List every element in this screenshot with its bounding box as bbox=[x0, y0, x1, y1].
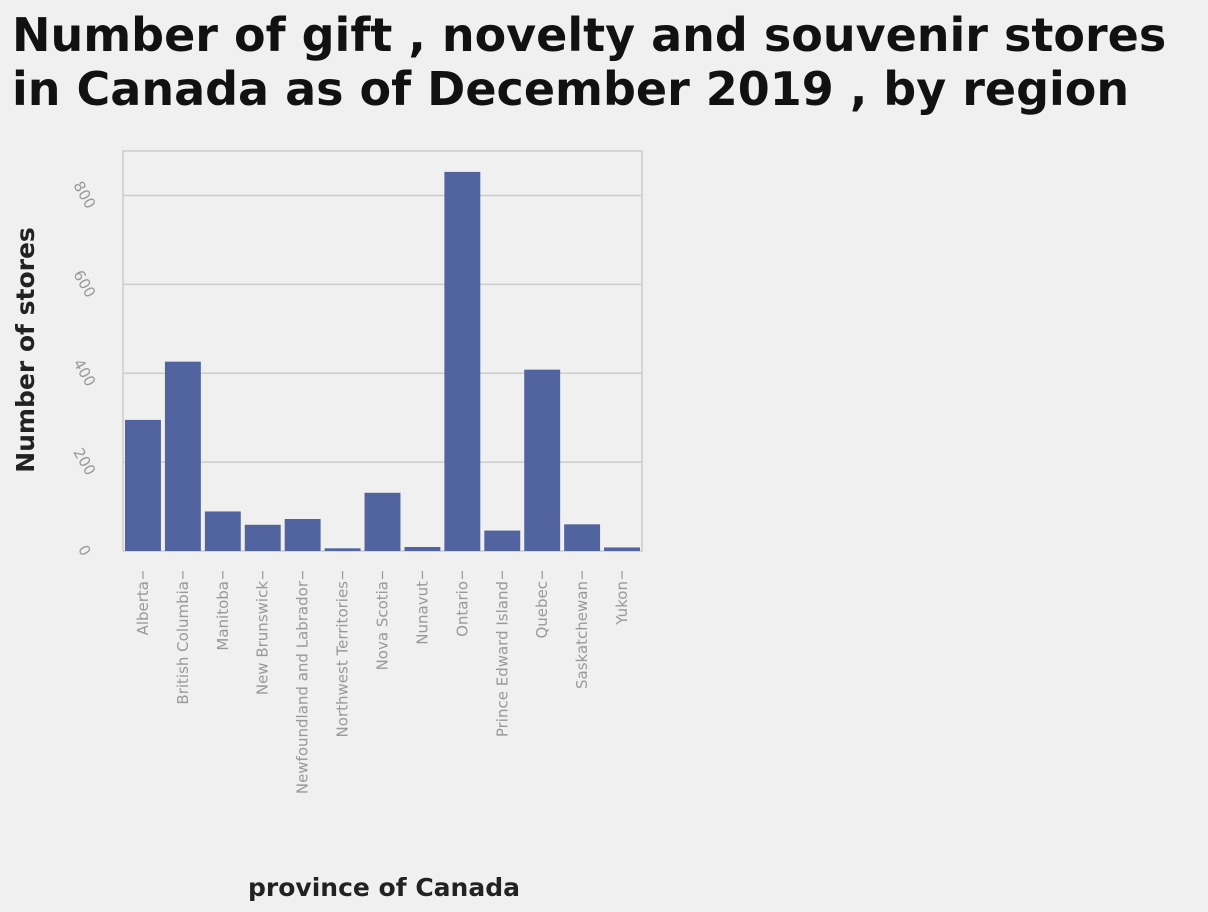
y-tick-label: 600 bbox=[69, 267, 99, 301]
bars bbox=[124, 171, 641, 551]
x-tick-label: British Columbia bbox=[174, 581, 192, 705]
y-tick-label: 200 bbox=[69, 445, 99, 479]
bar bbox=[364, 492, 401, 551]
x-tick-label: Northwest Territories bbox=[334, 581, 352, 738]
chart-title: Number of gift , novelty and souvenir st… bbox=[12, 8, 1167, 116]
y-tick-label: 400 bbox=[69, 356, 99, 390]
bar bbox=[284, 519, 321, 551]
x-tick-label: Prince Edward Island bbox=[493, 581, 511, 737]
bar bbox=[524, 369, 561, 551]
bar bbox=[484, 530, 521, 551]
x-tick-label: Alberta bbox=[134, 581, 152, 635]
bar bbox=[404, 547, 441, 551]
x-tick-label: New Brunswick bbox=[254, 581, 272, 695]
y-axis-ticks: 0 200 400 600 800 bbox=[69, 178, 99, 559]
x-tick-label: Ontario bbox=[453, 581, 471, 637]
x-tick-label: Newfoundland and Labrador bbox=[294, 580, 312, 794]
x-tick-label: Yukon bbox=[613, 581, 631, 626]
bar bbox=[124, 419, 161, 551]
y-tick-label: 0 bbox=[74, 542, 94, 559]
x-axis-ticks: Alberta British Columbia Manitoba New Bruns… bbox=[134, 571, 631, 794]
x-tick-label: Manitoba bbox=[214, 581, 232, 651]
y-axis-title: Number of stores bbox=[11, 227, 40, 473]
x-axis-title: province of Canada bbox=[248, 873, 520, 902]
bar bbox=[244, 524, 281, 551]
x-tick-label: Saskatchewan bbox=[573, 581, 591, 689]
bar bbox=[324, 548, 361, 551]
bar bbox=[204, 511, 241, 551]
y-tick-label: 800 bbox=[69, 178, 99, 212]
x-tick-label: Quebec bbox=[533, 581, 551, 639]
bar bbox=[564, 524, 601, 551]
bar bbox=[604, 547, 641, 551]
x-tick-label: Nova Scotia bbox=[374, 581, 392, 670]
bar bbox=[164, 361, 201, 551]
bar bbox=[444, 171, 481, 551]
x-tick-label: Nunavut bbox=[413, 581, 431, 645]
